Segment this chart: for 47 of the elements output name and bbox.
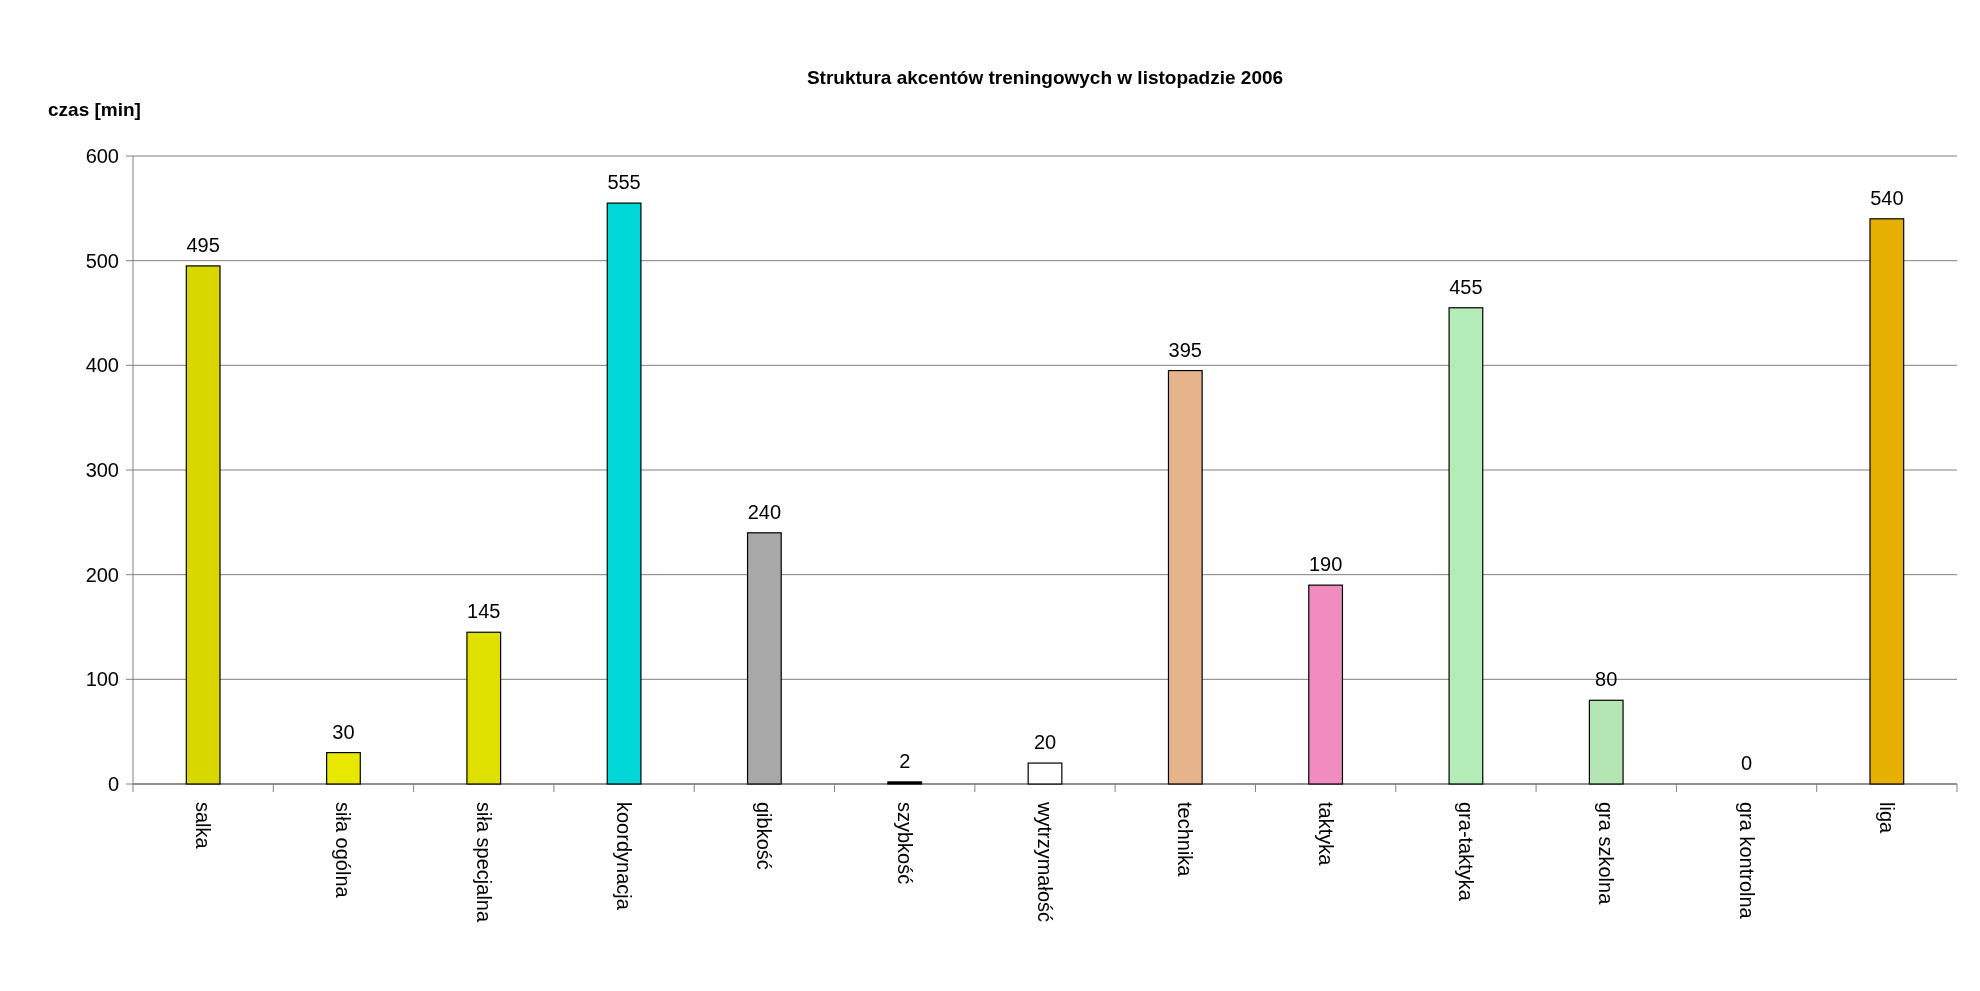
bar [466, 631, 502, 785]
data-label: 455 [1449, 275, 1483, 298]
x-tick-label: gra szkolna [1595, 802, 1618, 906]
data-label: 395 [1168, 338, 1202, 361]
bar [1167, 369, 1203, 785]
bar [1588, 699, 1624, 785]
y-tick-label: 0 [107, 773, 119, 795]
x-tick-label: salka [192, 802, 215, 850]
x-tick-label: wytrzymałość [1034, 801, 1056, 923]
data-label: 540 [1870, 186, 1904, 209]
data-label: 555 [607, 171, 641, 194]
y-tick-label: 100 [85, 668, 119, 691]
data-label: 190 [1308, 553, 1343, 576]
data-label: 240 [747, 500, 782, 523]
x-tick-label: technika [1174, 802, 1197, 878]
bar [606, 202, 642, 785]
x-tick-label: szybkość [893, 802, 916, 885]
bar [1308, 584, 1344, 785]
x-tick-label: gra-taktyka [1454, 802, 1477, 902]
data-label: 0 [1740, 752, 1753, 774]
x-tick-label: liga [1875, 802, 1898, 835]
bar [1448, 307, 1484, 785]
chart-title: Struktura akcentów treningowych w listopadzie 2006 [806, 67, 1284, 88]
data-label: 495 [186, 233, 220, 256]
y-tick-label: 500 [85, 249, 119, 272]
y-tick-label: 400 [85, 354, 119, 377]
bar [326, 752, 361, 785]
y-tick-label: 300 [85, 459, 119, 481]
data-label: 20 [1033, 731, 1057, 754]
y-axis-title: czas [min] [48, 99, 141, 120]
data-label: 145 [467, 600, 501, 623]
bar [1869, 218, 1905, 785]
x-tick-label: koordynacja [613, 802, 636, 911]
x-tick-label: siła ogólna [332, 802, 355, 899]
x-tick-label: gibkość [753, 802, 776, 870]
x-tick-label: siła specjalna [472, 802, 495, 923]
x-tick-label: taktyka [1314, 802, 1337, 867]
bar [1027, 762, 1063, 785]
bar [185, 265, 221, 785]
data-label: 2 [899, 749, 911, 772]
data-label: 30 [332, 720, 355, 743]
x-tick-label: gra kontrolna [1735, 802, 1758, 920]
data-label: 80 [1595, 668, 1618, 691]
bar [887, 781, 923, 785]
bar [746, 532, 782, 785]
y-tick-label: 200 [85, 563, 119, 586]
y-tick-label: 600 [85, 145, 119, 167]
